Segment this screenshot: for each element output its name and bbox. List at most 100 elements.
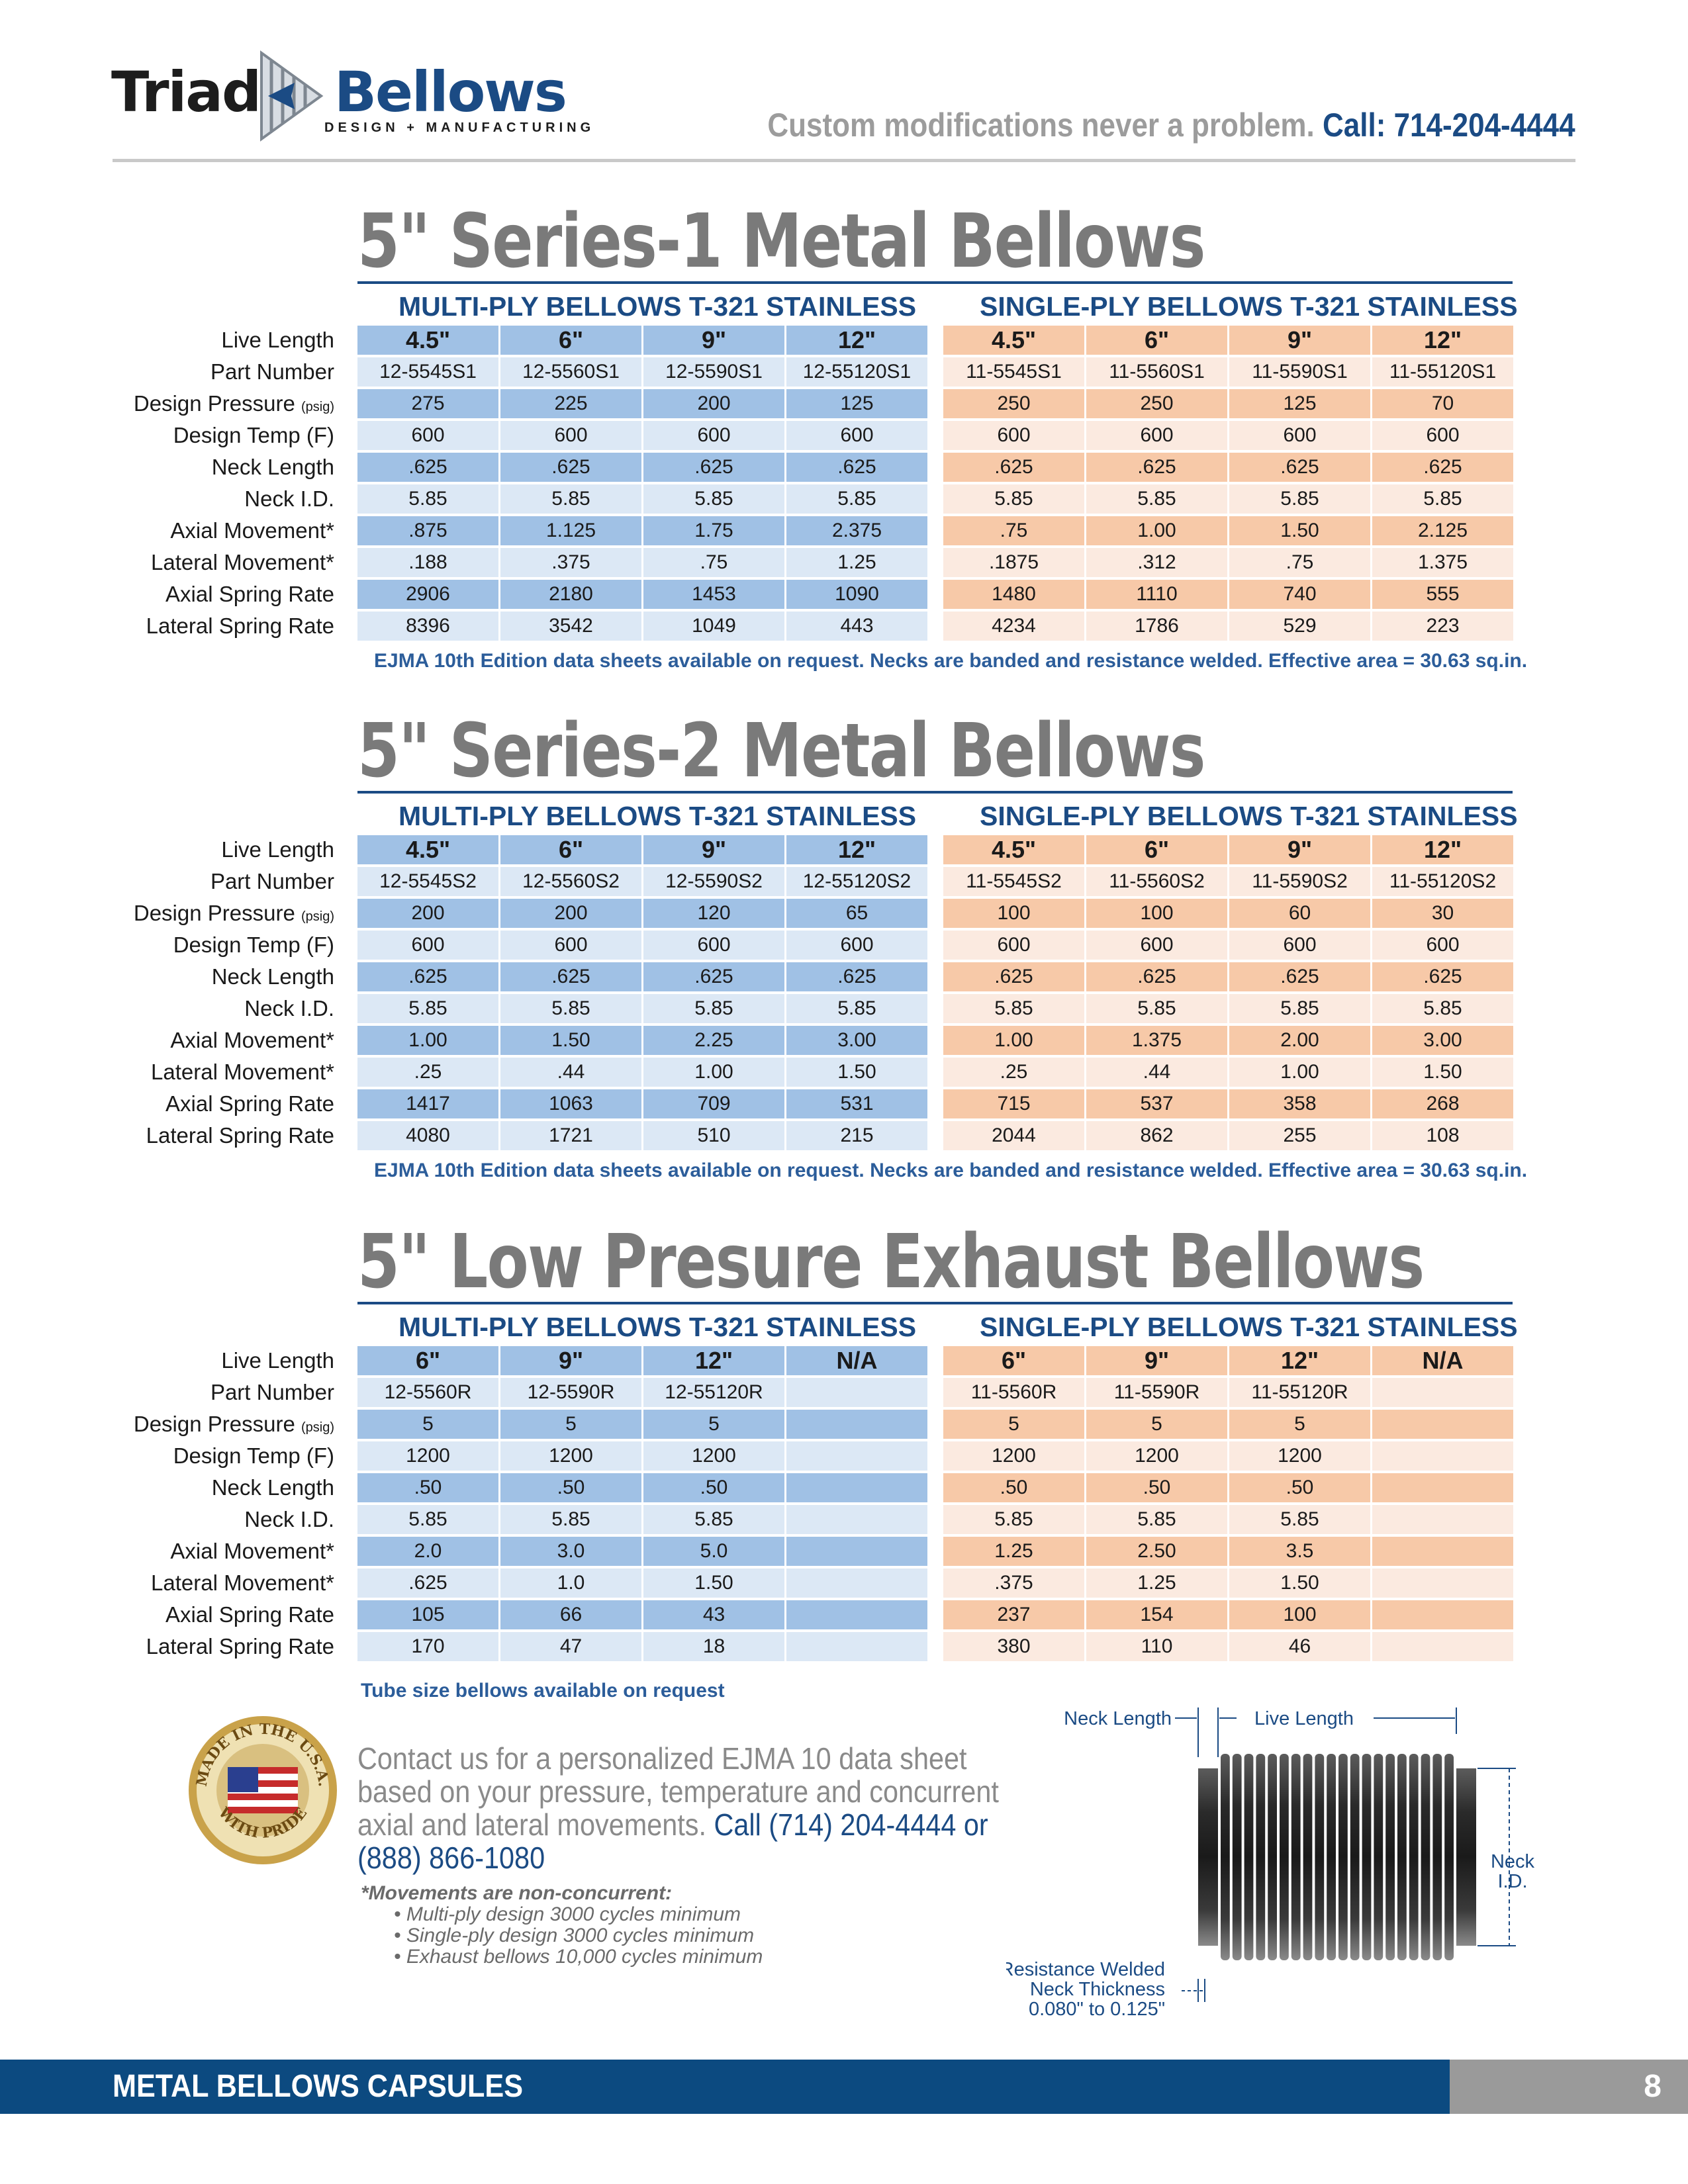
contact-text: Contact us for a personalized EJMA 10 da… — [357, 1741, 999, 1842]
column-header: 9" — [1229, 835, 1370, 864]
table-cell: 5.85 — [643, 484, 784, 514]
row-label: Live Length — [0, 324, 334, 356]
row-label-text: Axial Movement* — [170, 1028, 334, 1052]
table-cell — [1372, 1600, 1513, 1629]
table-cell: 1453 — [643, 580, 784, 609]
column-header: 9" — [643, 326, 784, 355]
table-cell: 250 — [943, 389, 1084, 418]
section-title: 5" Series-1 Metal Bellows — [357, 199, 1205, 285]
contact-block: Contact us for a personalized EJMA 10 da… — [357, 1742, 1013, 1874]
table-cell: 600 — [1372, 421, 1513, 450]
row-label: Part Number — [0, 866, 334, 897]
row-label: Axial Spring Rate — [0, 1088, 334, 1120]
section-note: EJMA 10th Edition data sheets available … — [374, 650, 1528, 672]
table-cell: 5.85 — [1086, 484, 1227, 514]
table-cell: 5.85 — [1229, 994, 1370, 1023]
multi-ply-heading: MULTI-PLY BELLOWS T-321 STAINLESS — [399, 1312, 917, 1342]
table-cell: 237 — [943, 1600, 1084, 1629]
row-label: Neck I.D. — [0, 993, 334, 1024]
table-cell: 11-5560S2 — [1086, 867, 1227, 896]
table-cell: 5.85 — [1372, 484, 1513, 514]
table-cell: 12-5590S1 — [643, 357, 784, 387]
table-cell: 862 — [1086, 1121, 1227, 1150]
table-cell: .25 — [357, 1058, 498, 1087]
row-label-text: Part Number — [210, 359, 334, 384]
table-cell — [1372, 1505, 1513, 1534]
table-row: 4.5" 6" 9" 12" — [357, 324, 929, 356]
table-row: 170 47 18 — [357, 1631, 929, 1662]
table-cell: 5.85 — [786, 994, 927, 1023]
single-ply-table: 6" 9" 12" N/A 11-5560R 11-5590R 11-55120R 5 5 5 12… — [943, 1345, 1515, 1662]
table-row: 8396 3542 1049 443 — [357, 610, 929, 642]
table-cell — [786, 1505, 927, 1534]
column-header: 6" — [1086, 326, 1227, 355]
table-cell: 4080 — [357, 1121, 498, 1150]
table-cell — [786, 1569, 927, 1598]
table-cell: 358 — [1229, 1089, 1370, 1118]
table-cell: .625 — [786, 453, 927, 482]
row-label-text: Neck I.D. — [244, 1507, 334, 1531]
table-cell: 12-5560R — [357, 1378, 498, 1407]
table-cell — [786, 1537, 927, 1566]
movements-heading: *Movements are non-concurrent: — [361, 1882, 673, 1904]
table-row: 600 600 600 600 — [943, 929, 1515, 961]
row-label: Lateral Movement* — [0, 1056, 334, 1088]
table-cell: 1200 — [1229, 1441, 1370, 1471]
table-row: 4.5" 6" 9" 12" — [943, 324, 1515, 356]
table-cell: 2906 — [357, 580, 498, 609]
table-row: 237 154 100 — [943, 1599, 1515, 1631]
table-row: 4080 1721 510 215 — [357, 1120, 929, 1152]
table-cell: 5.85 — [943, 994, 1084, 1023]
table-cell: 3542 — [500, 612, 641, 641]
logo-subtitle: DESIGN + MANUFACTURING — [324, 120, 595, 135]
table-cell: 1.00 — [643, 1058, 784, 1087]
table-cell: .312 — [1086, 548, 1227, 577]
table-cell: 600 — [943, 931, 1084, 960]
table-cell: 380 — [943, 1632, 1084, 1661]
table-cell: 11-55120R — [1229, 1378, 1370, 1407]
table-cell: .75 — [1229, 548, 1370, 577]
table-cell: .625 — [1086, 453, 1227, 482]
multi-ply-table: 6" 9" 12" N/A 12-5560R 12-5590R 12-55120R 5 5 5 12… — [357, 1345, 929, 1662]
table-cell: .625 — [786, 962, 927, 991]
table-cell: 60 — [1229, 899, 1370, 928]
table-cell: .625 — [1372, 962, 1513, 991]
table-cell: 1.375 — [1372, 548, 1513, 577]
contact-phone[interactable]: Call (714) 204-4444 or (888) 866-1080 — [357, 1807, 988, 1875]
company-logo: Triad Bellows DESIGN + MANUFACTURING — [106, 46, 590, 152]
table-cell: 5.85 — [943, 1505, 1084, 1534]
column-header: 4.5" — [357, 326, 498, 355]
single-ply-table: 4.5" 6" 9" 12" 11-5545S1 11-5560S1 11-5590S1 11… — [943, 324, 1515, 642]
row-label-text: Design Temp (F) — [173, 1443, 334, 1468]
table-cell: 65 — [786, 899, 927, 928]
table-cell: 100 — [1229, 1600, 1370, 1629]
table-cell: .25 — [943, 1058, 1084, 1087]
row-label: Design Temp (F) — [0, 420, 334, 451]
column-header: 6" — [500, 326, 641, 355]
row-label-text: Lateral Spring Rate — [146, 614, 334, 638]
table-cell: 600 — [1086, 931, 1227, 960]
table-cell: 70 — [1372, 389, 1513, 418]
row-labels: Live Length Part Number Design Pressure (p… — [0, 324, 334, 642]
table-cell: 5.85 — [500, 484, 641, 514]
table-cell: 443 — [786, 612, 927, 641]
row-label: Design Pressure (psig) — [0, 1408, 334, 1440]
row-label: Lateral Movement* — [0, 1567, 334, 1599]
column-header: 12" — [643, 1346, 784, 1375]
table-cell: 2.375 — [786, 516, 927, 545]
bellows-convolution — [1444, 1754, 1454, 1960]
header-divider — [113, 159, 1575, 162]
table-row: .75 1.00 1.50 2.125 — [943, 515, 1515, 547]
row-label: Neck Length — [0, 1472, 334, 1504]
column-header: 12" — [1229, 1346, 1370, 1375]
row-label-text: Design Temp (F) — [173, 423, 334, 447]
bellows-convolution — [1280, 1754, 1289, 1960]
logo-word-triad: Triad — [111, 60, 261, 124]
row-labels: Live Length Part Number Design Pressure (p… — [0, 834, 334, 1152]
table-cell: 200 — [357, 899, 498, 928]
table-cell: 3.00 — [786, 1026, 927, 1055]
table-row: .25.44 1.00 1.50 — [357, 1056, 929, 1088]
column-header: 9" — [500, 1346, 641, 1375]
row-label: Design Temp (F) — [0, 1440, 334, 1472]
